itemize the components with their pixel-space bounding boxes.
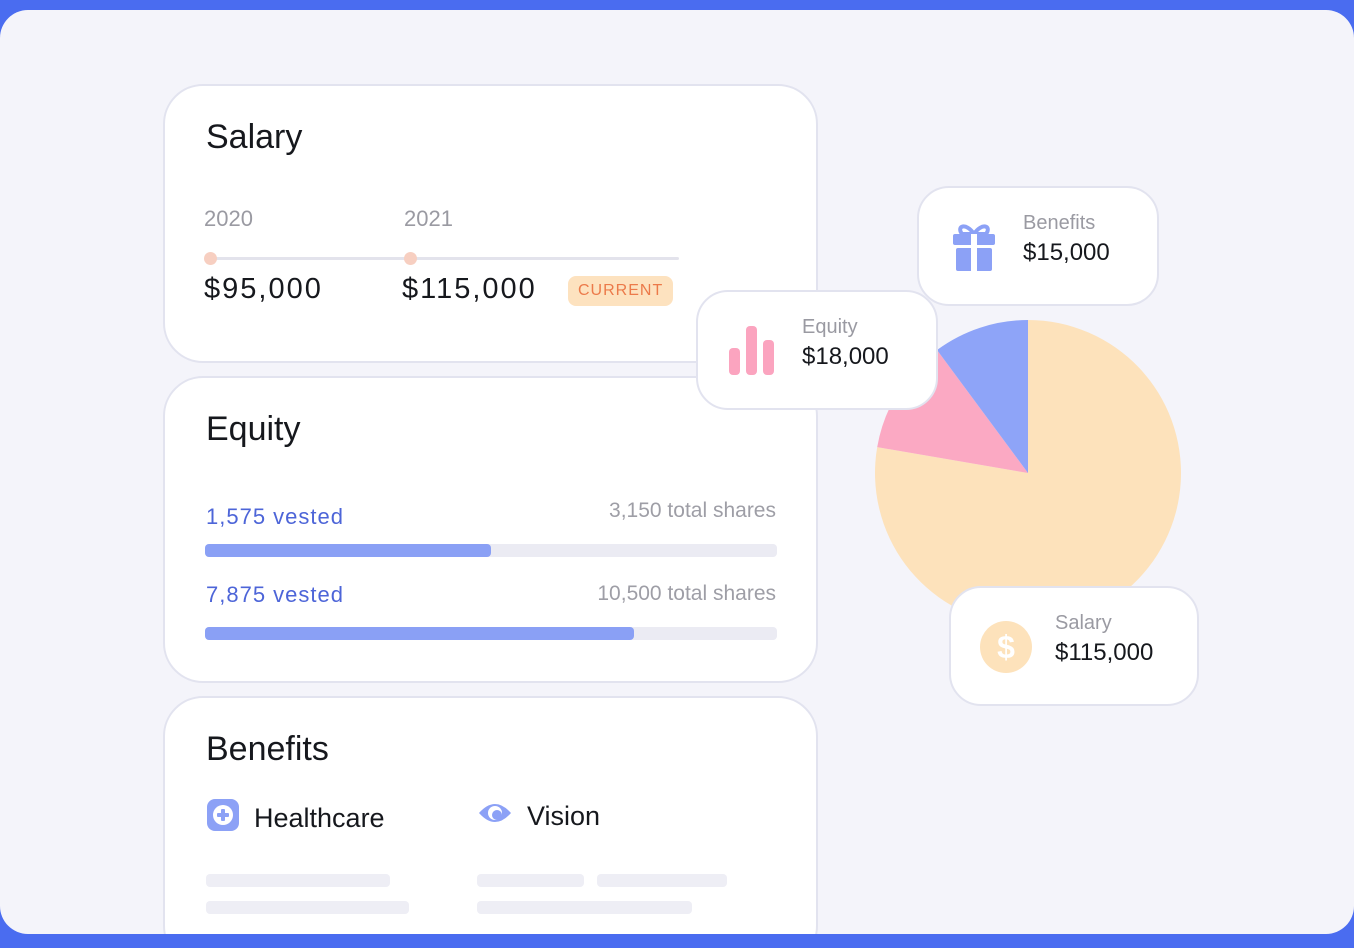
benefit-healthcare-label: Healthcare [254,803,385,833]
salary-year-2020: 2020 [204,206,253,231]
skeleton-line [206,901,409,914]
skeleton-line [477,874,584,887]
plus-icon [206,798,240,839]
skeleton-line [597,874,727,887]
canvas: Salary 2020 2021 $95,000 $115,000 CURREN… [0,10,1354,934]
benefits-card: Benefits Healthcare Vision [163,696,818,934]
salary-amount-2021: $115,000 [402,273,537,305]
salary-amount-2020: $95,000 [204,273,323,305]
skeleton-line [477,901,692,914]
equity-grant-2-progress [205,627,777,640]
salary-timeline-dot-2020 [204,252,217,265]
equity-grant-1-vested: 1,575 vested [206,504,344,529]
salary-title: Salary [206,118,303,156]
dollar-icon: $ [979,620,1033,679]
pie-slice-benefits [937,320,1028,473]
salary-chip-value: $115,000 [1055,639,1154,666]
benefit-healthcare: Healthcare [206,798,385,839]
salary-year-2021: 2021 [404,206,453,231]
equity-grant-1-progress-fill [205,544,491,557]
svg-text:$: $ [997,629,1015,665]
current-badge: CURRENT [568,276,674,306]
salary-chip-label: Salary [1055,612,1112,634]
equity-title: Equity [206,410,301,448]
eye-icon [477,798,513,835]
equity-chip-label: Equity [802,316,858,338]
salary-chip: $ Salary $115,000 [949,586,1199,706]
benefits-chip: Benefits $15,000 [917,186,1159,306]
salary-card: Salary 2020 2021 $95,000 $115,000 CURREN… [163,84,818,363]
benefit-vision-label: Vision [527,801,601,831]
equity-grant-2-progress-fill [205,627,634,640]
benefits-title: Benefits [206,730,329,768]
equity-card: Equity 1,575 vested 3,150 total shares 7… [163,376,818,683]
equity-grant-1-progress [205,544,777,557]
equity-grant-2-total: 10,500 total shares [597,582,776,605]
equity-chip: Equity $18,000 [696,290,938,410]
gift-icon [950,220,998,279]
equity-grant-1-total: 3,150 total shares [609,499,776,522]
benefits-chip-value: $15,000 [1023,239,1110,266]
benefit-vision: Vision [477,798,600,835]
benefits-chip-label: Benefits [1023,212,1096,234]
salary-timeline-track [211,257,679,260]
equity-chip-value: $18,000 [802,343,889,370]
salary-timeline-dot-2021 [404,252,417,265]
bar-chart-icon [729,324,777,381]
equity-grant-2-vested: 7,875 vested [206,582,344,607]
skeleton-line [206,874,390,887]
